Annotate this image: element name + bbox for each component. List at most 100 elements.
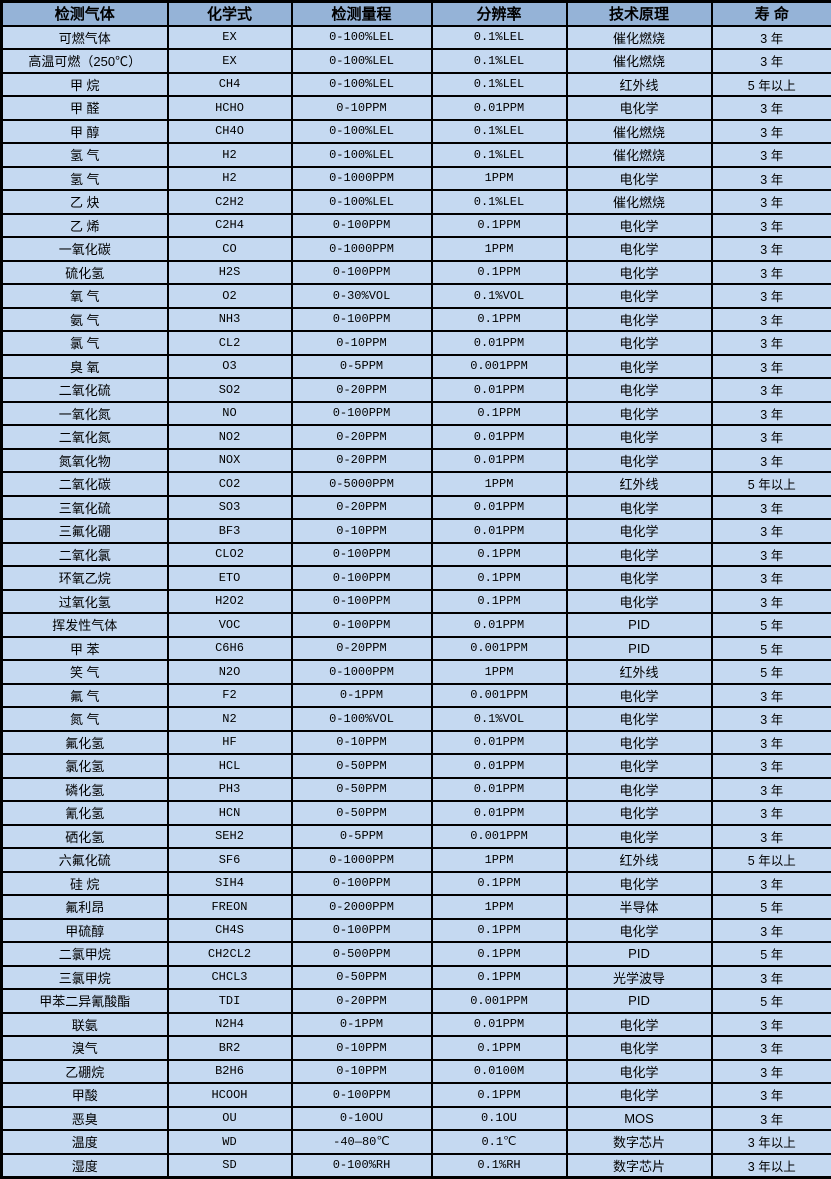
- table-cell: 0.01PPM: [432, 496, 567, 520]
- table-cell: 0.1PPM: [432, 1083, 567, 1107]
- table-cell: 3 年: [712, 402, 831, 426]
- table-cell: 0-100PPM: [292, 872, 432, 896]
- table-cell: H2S: [168, 261, 292, 285]
- table-cell: 0-10PPM: [292, 731, 432, 755]
- table-cell: 3 年: [712, 707, 831, 731]
- table-cell: HCHO: [168, 96, 292, 120]
- table-cell: NOX: [168, 449, 292, 473]
- table-cell: 0-20PPM: [292, 425, 432, 449]
- table-cell: 5 年以上: [712, 848, 831, 872]
- table-cell: 乙硼烷: [2, 1060, 168, 1084]
- table-cell: 3 年: [712, 355, 831, 379]
- table-cell: 3 年: [712, 919, 831, 943]
- table-cell: 氮 气: [2, 707, 168, 731]
- table-cell: 0.001PPM: [432, 637, 567, 661]
- table-cell: O2: [168, 284, 292, 308]
- table-cell: CH4S: [168, 919, 292, 943]
- table-cell: CLO2: [168, 543, 292, 567]
- table-cell: 0-1PPM: [292, 1013, 432, 1037]
- table-cell: 0-100PPM: [292, 613, 432, 637]
- table-cell: CH2CL2: [168, 942, 292, 966]
- table-cell: 0.1PPM: [432, 590, 567, 614]
- table-cell: 0.01PPM: [432, 331, 567, 355]
- table-cell: 电化学: [567, 801, 712, 825]
- table-cell: 0.01PPM: [432, 754, 567, 778]
- table-cell: 电化学: [567, 754, 712, 778]
- table-cell: 电化学: [567, 331, 712, 355]
- table-cell: SO2: [168, 378, 292, 402]
- table-cell: 5 年: [712, 660, 831, 684]
- table-cell: 电化学: [567, 731, 712, 755]
- table-cell: 一氧化氮: [2, 402, 168, 426]
- table-cell: 0.1PPM: [432, 308, 567, 332]
- table-cell: 3 年以上: [712, 1130, 831, 1154]
- table-cell: 乙 炔: [2, 190, 168, 214]
- table-cell: CO: [168, 237, 292, 261]
- table-cell: 数字芯片: [567, 1154, 712, 1178]
- table-cell: FREON: [168, 895, 292, 919]
- table-cell: 3 年: [712, 214, 831, 238]
- table-cell: 0.0100M: [432, 1060, 567, 1084]
- table-cell: 挥发性气体: [2, 613, 168, 637]
- table-cell: 3 年: [712, 237, 831, 261]
- table-cell: 0-100PPM: [292, 543, 432, 567]
- table-cell: 0-20PPM: [292, 449, 432, 473]
- table-cell: 甲硫醇: [2, 919, 168, 943]
- table-cell: 1PPM: [432, 167, 567, 191]
- table-cell: 3 年: [712, 308, 831, 332]
- table-cell: 甲 苯: [2, 637, 168, 661]
- table-cell: 0.01PPM: [432, 613, 567, 637]
- table-cell: 0-50PPM: [292, 801, 432, 825]
- table-cell: SIH4: [168, 872, 292, 896]
- table-cell: 0.1PPM: [432, 566, 567, 590]
- table-cell: 电化学: [567, 684, 712, 708]
- table-cell: 0.1PPM: [432, 543, 567, 567]
- table-cell: 3 年: [712, 566, 831, 590]
- table-cell: 3 年: [712, 1060, 831, 1084]
- table-cell: 0-100PPM: [292, 261, 432, 285]
- table-cell: 氟 气: [2, 684, 168, 708]
- table-cell: H2O2: [168, 590, 292, 614]
- table-cell: 二氧化氯: [2, 543, 168, 567]
- table-cell: CO2: [168, 472, 292, 496]
- table-cell: 0.1PPM: [432, 214, 567, 238]
- column-header-principle: 技术原理: [567, 2, 712, 26]
- table-cell: 0-1PPM: [292, 684, 432, 708]
- table-cell: 电化学: [567, 96, 712, 120]
- table-cell: 电化学: [567, 590, 712, 614]
- table-cell: 0-100PPM: [292, 1083, 432, 1107]
- table-cell: 二氧化硫: [2, 378, 168, 402]
- table-cell: 甲 烷: [2, 73, 168, 97]
- column-header-range: 检测量程: [292, 2, 432, 26]
- table-cell: 0-100%LEL: [292, 73, 432, 97]
- table-cell: WD: [168, 1130, 292, 1154]
- column-header-resolution: 分辨率: [432, 2, 567, 26]
- table-cell: 3 年: [712, 167, 831, 191]
- table-cell: 3 年: [712, 449, 831, 473]
- table-cell: 3 年: [712, 26, 831, 50]
- table-cell: 电化学: [567, 425, 712, 449]
- table-cell: 3 年: [712, 284, 831, 308]
- table-cell: 氯化氢: [2, 754, 168, 778]
- table-cell: 3 年: [712, 261, 831, 285]
- table-cell: 温度: [2, 1130, 168, 1154]
- table-cell: 3 年以上: [712, 1154, 831, 1178]
- table-cell: SF6: [168, 848, 292, 872]
- table-cell: 0-5PPM: [292, 825, 432, 849]
